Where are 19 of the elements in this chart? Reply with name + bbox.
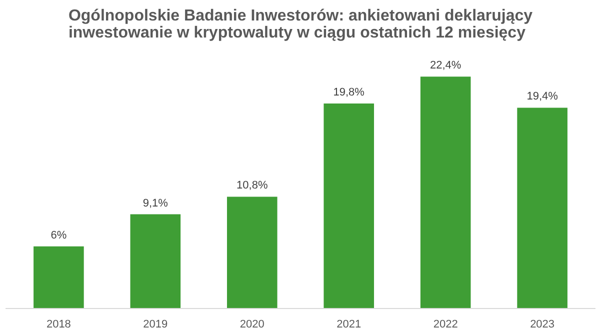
x-tick-label: 2021 bbox=[336, 318, 362, 330]
bar bbox=[517, 108, 568, 308]
data-label: 22,4% bbox=[430, 60, 462, 72]
data-label: 19,8% bbox=[333, 86, 365, 99]
bar bbox=[34, 246, 84, 308]
x-tick-label: 2019 bbox=[143, 318, 168, 330]
data-label: 9,1% bbox=[142, 197, 168, 210]
x-tick-label: 2022 bbox=[433, 318, 458, 330]
bar bbox=[324, 104, 374, 308]
bar bbox=[130, 214, 181, 308]
data-label: 19,4% bbox=[526, 90, 558, 103]
data-label: 6% bbox=[50, 229, 67, 242]
bar bbox=[226, 196, 278, 308]
x-tick-label: 2018 bbox=[46, 318, 71, 330]
data-label: 10,8% bbox=[236, 180, 268, 192]
x-tick-label: 2023 bbox=[530, 318, 555, 330]
bar bbox=[420, 76, 471, 308]
chart-title: Ogólnopolskie Badanie Inwestorów: ankietowani deklarujący inwestowanie w kryptowaluty w ciągu ostatnich 12 miesięcy bbox=[68, 8, 533, 42]
x-tick-label: 2020 bbox=[240, 318, 264, 330]
